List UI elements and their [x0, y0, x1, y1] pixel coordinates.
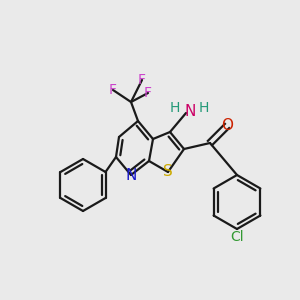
Text: H: H — [170, 101, 180, 115]
Text: Cl: Cl — [230, 230, 244, 244]
Text: O: O — [221, 118, 233, 134]
Text: S: S — [163, 164, 173, 179]
Text: N: N — [184, 104, 196, 119]
Text: F: F — [109, 83, 117, 97]
Text: N: N — [125, 167, 137, 182]
Text: F: F — [144, 86, 152, 100]
Text: F: F — [138, 73, 146, 87]
Text: H: H — [199, 101, 209, 115]
